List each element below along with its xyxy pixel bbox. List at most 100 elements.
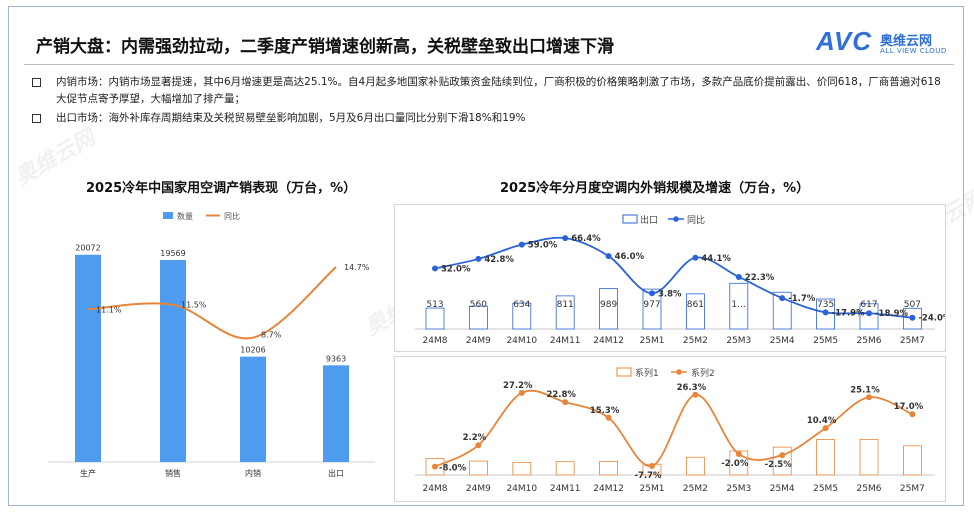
line-point [822, 425, 829, 432]
bar [729, 282, 749, 330]
line-value-label: 26.3% [677, 383, 707, 393]
line-point [605, 414, 612, 421]
line-point [605, 253, 612, 260]
legend-label: 同比 [224, 211, 240, 221]
legend-label: 系列1 [635, 367, 659, 379]
bar-value-label: 989 [600, 300, 617, 310]
page-frame [8, 6, 964, 506]
line-point [909, 411, 916, 418]
x-tick-label: 24M10 [506, 336, 537, 346]
line-value-label: 11.5% [181, 301, 207, 310]
bar [599, 288, 619, 330]
x-tick-label: 25M7 [900, 336, 925, 346]
chart-panel-export: 出口 同比 513 24M8 560 24M9 634 24M10 811 24M11 989 24M… [394, 204, 952, 352]
line-value-label: 3.8% [658, 289, 682, 299]
bar [859, 439, 879, 476]
legend-label: 数量 [177, 211, 193, 221]
line-value-label: 14.7% [344, 263, 370, 272]
yoy-line [434, 389, 913, 468]
page-title: 产销大盘：内需强劲拉动，二季度产销增速创新高，关税壁垒致出口增速下滑 [36, 37, 614, 57]
x-tick-label: 内销 [245, 468, 261, 478]
x-tick-label: 生产 [80, 468, 96, 478]
x-tick-label: 24M12 [593, 484, 624, 494]
line-value-label: -17.9% [832, 308, 865, 318]
line-value-label: 59.0% [528, 241, 558, 251]
bar-value-label: 507 [904, 300, 921, 310]
bar [469, 305, 488, 330]
bullet-square-icon [32, 78, 41, 87]
logo-mark: AVC [816, 26, 872, 56]
x-tick-label: 25M1 [640, 484, 665, 494]
line-value-label: 8.7% [261, 331, 282, 340]
bar-value-label: 9363 [326, 354, 346, 363]
x-tick-label: 24M10 [506, 484, 537, 494]
x-tick-label: 24M12 [593, 336, 624, 346]
chart-export-monthly: 出口 同比 513 24M8 560 24M9 634 24M10 811 24M11 989 24M… [415, 214, 952, 346]
line-value-label: 44.1% [701, 254, 731, 264]
bar [902, 445, 922, 476]
bullet-export: 出口市场：海外补库存周期结束及关税贸易壁垒影响加剧，5月及6月出口量同比分别下滑… [32, 110, 947, 127]
bar-value-label: 861 [687, 300, 704, 310]
x-tick-label: 25M5 [813, 484, 838, 494]
line-value-label: 22.3% [745, 273, 775, 283]
line-value-label: 46.0% [615, 252, 645, 262]
line-value-label: -7.7% [634, 471, 662, 481]
bar [772, 291, 792, 330]
line-point [562, 399, 569, 406]
x-tick-label: 出口 [328, 468, 344, 478]
x-tick-label: 24M11 [550, 336, 581, 346]
bar [685, 293, 705, 330]
bar [599, 460, 619, 476]
bar [425, 307, 445, 330]
x-tick-label: 25M6 [857, 336, 882, 346]
line-value-label: 25.1% [850, 385, 880, 395]
yoy-line [434, 236, 913, 319]
line-point [432, 265, 438, 272]
line-value-label: 11.1% [96, 305, 122, 314]
x-tick-label: 25M7 [900, 484, 925, 494]
x-tick-label: 25M3 [726, 484, 751, 494]
bar-value-label: 977 [643, 300, 660, 310]
legend-label: 系列2 [691, 367, 715, 379]
x-tick-label: 24M11 [550, 484, 581, 494]
bullet-list: 内销市场：内销市场显著提速，其中6月增速更是高达25.1%。自4月起多地国家补贴… [32, 74, 947, 127]
brand-logo: AVC 奥维云网 ALL VIEW CLOUD [816, 26, 966, 58]
line-value-label: 17.0% [894, 402, 924, 412]
legend-marker [676, 369, 682, 375]
bar [555, 461, 575, 476]
x-tick-label: 销售 [165, 468, 181, 478]
line-point [822, 309, 829, 316]
x-tick-label: 25M6 [857, 484, 882, 494]
line-point [432, 463, 438, 470]
line-point [649, 462, 655, 469]
line-value-label: 15.3% [590, 406, 620, 416]
line-value-label: 10.4% [807, 416, 837, 426]
line-point [518, 241, 525, 248]
logo-text-cn: 奥维云网 [880, 34, 933, 49]
legend-swatch-bar [616, 367, 632, 377]
bar [816, 439, 836, 476]
line-point [779, 295, 786, 302]
x-tick-label: 25M1 [640, 336, 665, 346]
bar [469, 460, 488, 476]
title-divider [24, 64, 954, 65]
x-tick-label: 25M5 [813, 336, 838, 346]
x-tick-label: 24M8 [423, 336, 448, 346]
line-point [866, 310, 872, 317]
bar-value-label: 19569 [160, 249, 185, 258]
bar-value-label: 811 [557, 300, 574, 310]
line-point [518, 389, 525, 396]
line-value-label: 42.8% [484, 255, 514, 265]
bar-value-label: 513 [426, 300, 443, 310]
bullet-text: 内销市场：内销市场显著提速，其中6月增速更是高达25.1%。自4月起多地国家补贴… [56, 76, 941, 105]
bar [512, 302, 532, 330]
bar-value-label: 560 [470, 300, 487, 310]
x-tick-label: 25M2 [683, 484, 708, 494]
bar-value-label: 10206 [240, 346, 265, 355]
line-value-label: 66.4% [571, 234, 601, 244]
chart-domestic-monthly: 系列1 系列2 24M8 24M9 24M10 24M11 24M12 25M1 25M2 25M… [415, 367, 935, 494]
bar [512, 461, 532, 476]
line-point [779, 452, 786, 459]
line-value-label: 22.8% [546, 390, 576, 400]
bar [685, 456, 705, 476]
